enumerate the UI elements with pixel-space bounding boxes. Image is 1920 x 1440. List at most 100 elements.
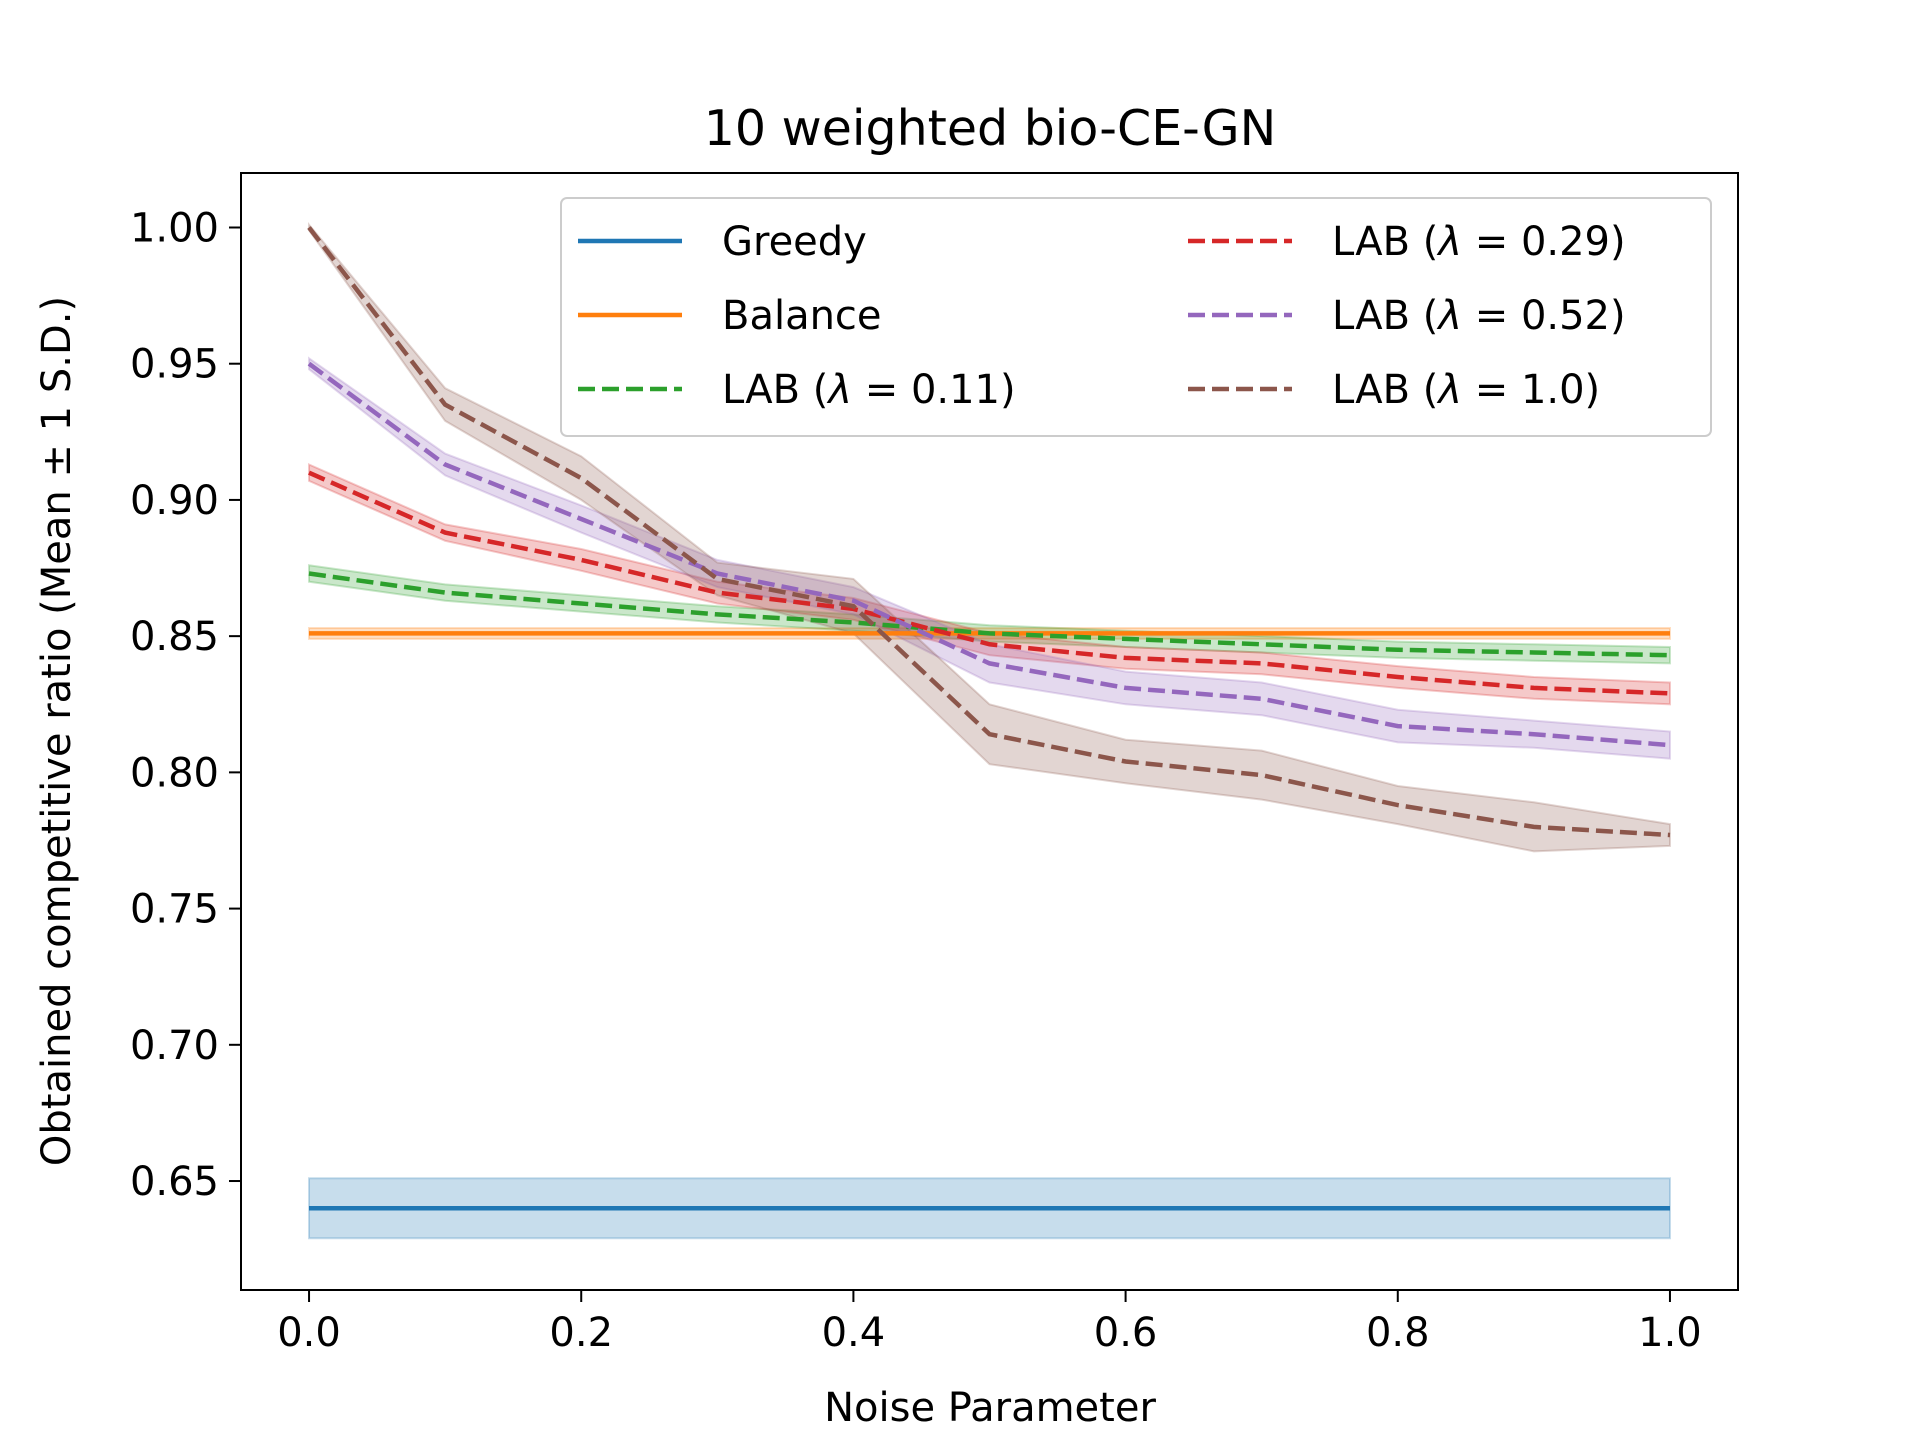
data-point-lab-0-52 xyxy=(717,573,718,574)
data-point-lab-0-29 xyxy=(581,559,582,560)
series-line-lab-0-11 xyxy=(308,571,1671,658)
x-tick-label: 0.8 xyxy=(1366,1310,1430,1356)
data-point-balance xyxy=(1533,633,1534,634)
data-point-balance xyxy=(853,633,854,634)
legend-label-balance: Balance xyxy=(722,293,882,339)
data-point-lab-0-29 xyxy=(309,472,310,473)
x-axis-ticks: 0.0 0.2 0.4 0.6 0.8 1.0 xyxy=(277,1290,1702,1356)
y-tick-label: 0.80 xyxy=(130,750,219,796)
data-point-lab-0-11 xyxy=(1670,655,1671,656)
x-tick-label: 0.4 xyxy=(822,1310,886,1356)
y-tick-label: 0.95 xyxy=(130,342,219,388)
data-point-balance xyxy=(1397,633,1398,634)
data-point-greedy xyxy=(1397,1208,1398,1209)
data-point-lab-0-52 xyxy=(309,363,310,364)
data-point-balance xyxy=(581,633,582,634)
legend: Greedy Balance LAB (λ = 0.11) LAB (λ = 0.29… xyxy=(560,197,1712,437)
data-point-lab-0-52 xyxy=(1533,734,1534,735)
data-point-balance xyxy=(717,633,718,634)
data-point-lab-0-11 xyxy=(989,633,990,634)
data-point-lab-0-11 xyxy=(445,592,446,593)
x-tick-label: 0.2 xyxy=(549,1310,613,1356)
data-point-lab-0-29 xyxy=(989,644,990,645)
data-point-greedy xyxy=(309,1208,310,1209)
series-line-lab-0-29 xyxy=(308,470,1671,696)
data-point-lab-0-52 xyxy=(1670,745,1671,746)
y-tick-label: 0.70 xyxy=(130,1023,219,1069)
data-point-greedy xyxy=(989,1208,990,1209)
data-point-lab-0-11 xyxy=(853,622,854,623)
legend-label-lab-1-0: LAB (λ = 1.0) xyxy=(1332,367,1600,413)
data-point-balance xyxy=(445,633,446,634)
data-point-lab-0-52 xyxy=(1125,687,1126,688)
data-point-lab-0-52 xyxy=(989,663,990,664)
data-point-greedy xyxy=(853,1208,854,1209)
data-point-balance xyxy=(1125,633,1126,634)
data-point-lab-0-52 xyxy=(1261,698,1262,699)
data-point-lab-0-11 xyxy=(1397,649,1398,650)
series-line-lab-1-0 xyxy=(307,226,1671,838)
y-tick-label: 0.65 xyxy=(130,1159,219,1205)
x-axis-label: Noise Parameter xyxy=(824,1385,1156,1431)
data-point-lab-0-11 xyxy=(1125,638,1126,639)
x-tick-label: 0.0 xyxy=(277,1310,341,1356)
data-point-greedy xyxy=(1533,1208,1534,1209)
data-point-lab-1-0 xyxy=(1397,805,1398,806)
series-lines xyxy=(307,226,1671,1211)
sd-band-lab-0-52 xyxy=(308,356,1671,760)
y-tick-label: 0.90 xyxy=(130,478,219,524)
data-point-lab-0-11 xyxy=(1261,644,1262,645)
legend-label-greedy: Greedy xyxy=(722,219,867,265)
series-line-lab-0-52 xyxy=(307,361,1671,748)
data-point-lab-1-0 xyxy=(309,227,310,228)
data-point-greedy xyxy=(1261,1208,1262,1209)
data-point-lab-1-0 xyxy=(1670,835,1671,836)
data-point-greedy xyxy=(445,1208,446,1209)
legend-label-lab-0-29: LAB (λ = 0.29) xyxy=(1332,219,1626,265)
data-point-lab-0-52 xyxy=(445,464,446,465)
y-axis-ticks: 0.65 0.70 0.75 0.80 0.85 0.90 0.95 1.00 xyxy=(130,205,241,1205)
data-point-balance xyxy=(1670,633,1671,634)
y-tick-label: 0.75 xyxy=(130,887,219,933)
sd-band-lab-0-11 xyxy=(308,564,1671,665)
data-point-lab-0-11 xyxy=(717,614,718,615)
data-point-lab-0-29 xyxy=(1261,663,1262,664)
data-point-lab-1-0 xyxy=(1533,826,1534,827)
legend-box xyxy=(560,197,1712,437)
data-point-lab-1-0 xyxy=(581,478,582,479)
x-tick-label: 1.0 xyxy=(1638,1310,1702,1356)
data-point-lab-0-52 xyxy=(853,600,854,601)
data-point-greedy xyxy=(1670,1208,1671,1209)
x-tick-label: 0.6 xyxy=(1094,1310,1158,1356)
data-point-lab-1-0 xyxy=(1261,775,1262,776)
data-point-lab-0-11 xyxy=(1533,652,1534,653)
sd-band-lab-1-0 xyxy=(308,222,1671,853)
data-point-lab-0-29 xyxy=(1533,687,1534,688)
data-point-lab-0-29 xyxy=(717,592,718,593)
data-point-lab-1-0 xyxy=(445,404,446,405)
y-axis-label: Obtained competitive ratio (Mean ± 1 S.D… xyxy=(34,296,80,1166)
legend-label-lab-0-11: LAB (λ = 0.11) xyxy=(722,367,1016,413)
data-point-greedy xyxy=(1125,1208,1126,1209)
data-point-balance xyxy=(1261,633,1262,634)
data-point-lab-1-0 xyxy=(989,734,990,735)
data-point-balance xyxy=(309,633,310,634)
data-point-lab-0-11 xyxy=(581,603,582,604)
data-point-lab-1-0 xyxy=(1125,761,1126,762)
data-point-lab-0-11 xyxy=(309,573,310,574)
data-point-lab-0-52 xyxy=(581,519,582,520)
data-point-greedy xyxy=(581,1208,582,1209)
y-tick-label: 1.00 xyxy=(130,205,219,251)
plot-frame xyxy=(240,172,1739,1291)
data-point-lab-0-29 xyxy=(1397,677,1398,678)
data-point-lab-1-0 xyxy=(853,606,854,607)
data-point-lab-0-29 xyxy=(445,532,446,533)
legend-label-lab-0-52: LAB (λ = 0.52) xyxy=(1332,293,1626,339)
data-point-greedy xyxy=(717,1208,718,1209)
y-tick-label: 0.85 xyxy=(130,614,219,660)
data-point-lab-1-0 xyxy=(717,578,718,579)
data-point-lab-0-29 xyxy=(1125,657,1126,658)
data-point-lab-0-29 xyxy=(1670,693,1671,694)
chart-title: 10 weighted bio-CE-GN xyxy=(704,100,1277,157)
